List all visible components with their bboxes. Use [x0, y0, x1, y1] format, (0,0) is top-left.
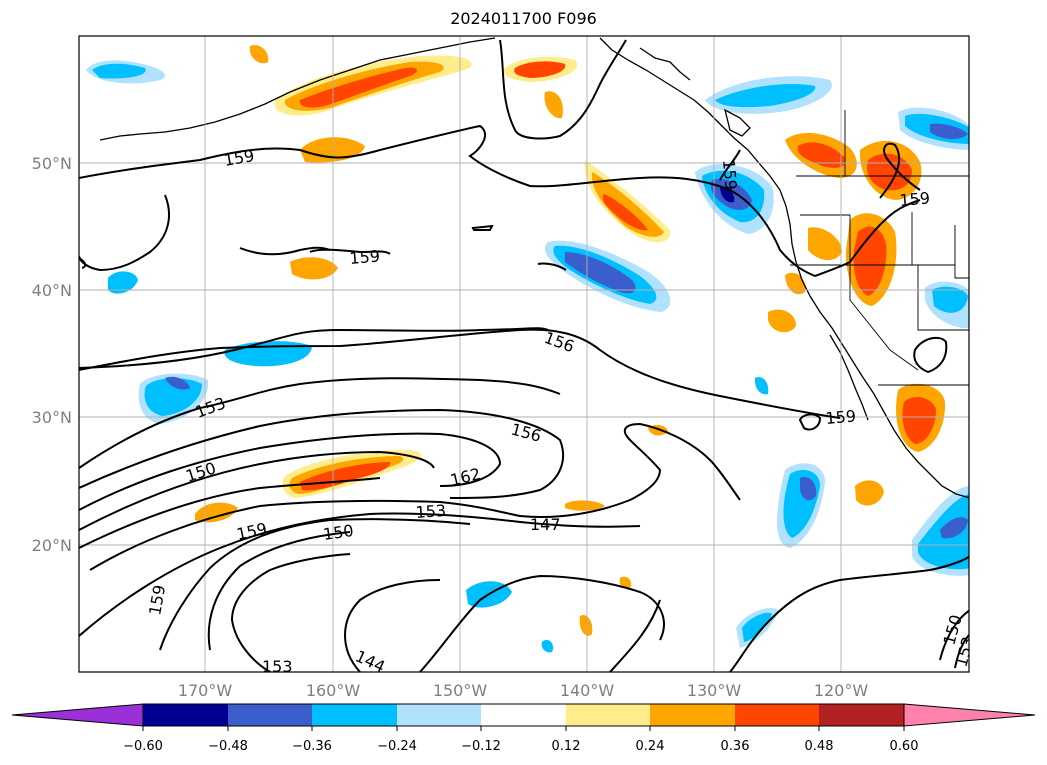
colorbar-tick-label: 0.48 — [805, 739, 834, 754]
map-field: 159 159 159 159 156 153 150 159 150 153 … — [79, 36, 969, 676]
colorbar-tick-label: 0.36 — [721, 739, 750, 754]
colorbar-bin — [650, 704, 735, 726]
colorbar-extend-low — [11, 703, 144, 727]
colorbar-extend-high — [903, 703, 1036, 727]
map-frame — [78, 35, 970, 673]
lon-label: 130°W — [687, 681, 742, 700]
contour-label: 159 — [899, 188, 931, 210]
contour-label: 150 — [183, 458, 218, 486]
height-contours — [79, 39, 969, 672]
contour-label: 153 — [262, 657, 293, 676]
colorbar-tick-label: −0.48 — [208, 739, 248, 754]
lon-label: 120°W — [814, 681, 869, 700]
lat-label: 40°N — [32, 281, 72, 300]
lon-label: 160°W — [306, 681, 361, 700]
contour-label: 159 — [222, 146, 255, 170]
colorbar-tick-label: 0.60 — [890, 739, 919, 754]
contour-label: 159 — [235, 519, 269, 544]
lon-label: 170°W — [178, 681, 233, 700]
colorbar-bin — [228, 704, 312, 726]
contour-label: 150 — [322, 521, 355, 544]
colorbar-bin — [566, 704, 650, 726]
colorbar-bin — [312, 704, 397, 726]
negative-anomaly-shading — [86, 60, 969, 653]
map-title: 2024011700 F096 — [450, 9, 597, 28]
contour-label: 162 — [448, 464, 482, 490]
lon-label: 150°W — [433, 681, 488, 700]
colorbar-outline — [142, 703, 905, 727]
contour-label: 156 — [509, 420, 543, 446]
colorbar-tick-label: −0.12 — [461, 739, 501, 754]
contour-label: 147 — [530, 515, 561, 534]
colorbar-bin — [397, 704, 481, 726]
lon-label: 140°W — [560, 681, 615, 700]
contour-label: 159 — [349, 246, 381, 268]
lat-label: 50°N — [32, 154, 72, 173]
longitude-labels: 170°W 160°W 150°W 140°W 130°W 120°W — [178, 681, 869, 700]
political-borders — [790, 110, 969, 386]
contour-label: 153 — [415, 501, 447, 522]
colorbar-tick-label: −0.60 — [123, 739, 163, 754]
colorbar-tick-label: 0.24 — [636, 739, 665, 754]
coastlines — [99, 37, 969, 499]
colorbar: −0.60 −0.48 −0.36 −0.24 −0.12 0.12 0.24 … — [11, 703, 1036, 754]
lat-label: 20°N — [32, 536, 72, 555]
lat-label: 30°N — [32, 408, 72, 427]
contour-label: 159 — [719, 159, 741, 191]
colorbar-tick-label: 0.12 — [552, 739, 581, 754]
colorbar-bin — [735, 704, 819, 726]
colorbar-bin — [481, 704, 566, 726]
colorbar-bin — [819, 704, 904, 726]
colorbar-tick-label: −0.24 — [377, 739, 417, 754]
contour-label: 159 — [145, 583, 169, 616]
colorbar-tick-label: −0.36 — [292, 739, 332, 754]
contour-label: 159 — [825, 406, 857, 428]
latitude-labels: 50°N 40°N 30°N 20°N — [32, 154, 72, 555]
colorbar-bin — [143, 704, 228, 726]
contour-label: 156 — [542, 328, 577, 356]
